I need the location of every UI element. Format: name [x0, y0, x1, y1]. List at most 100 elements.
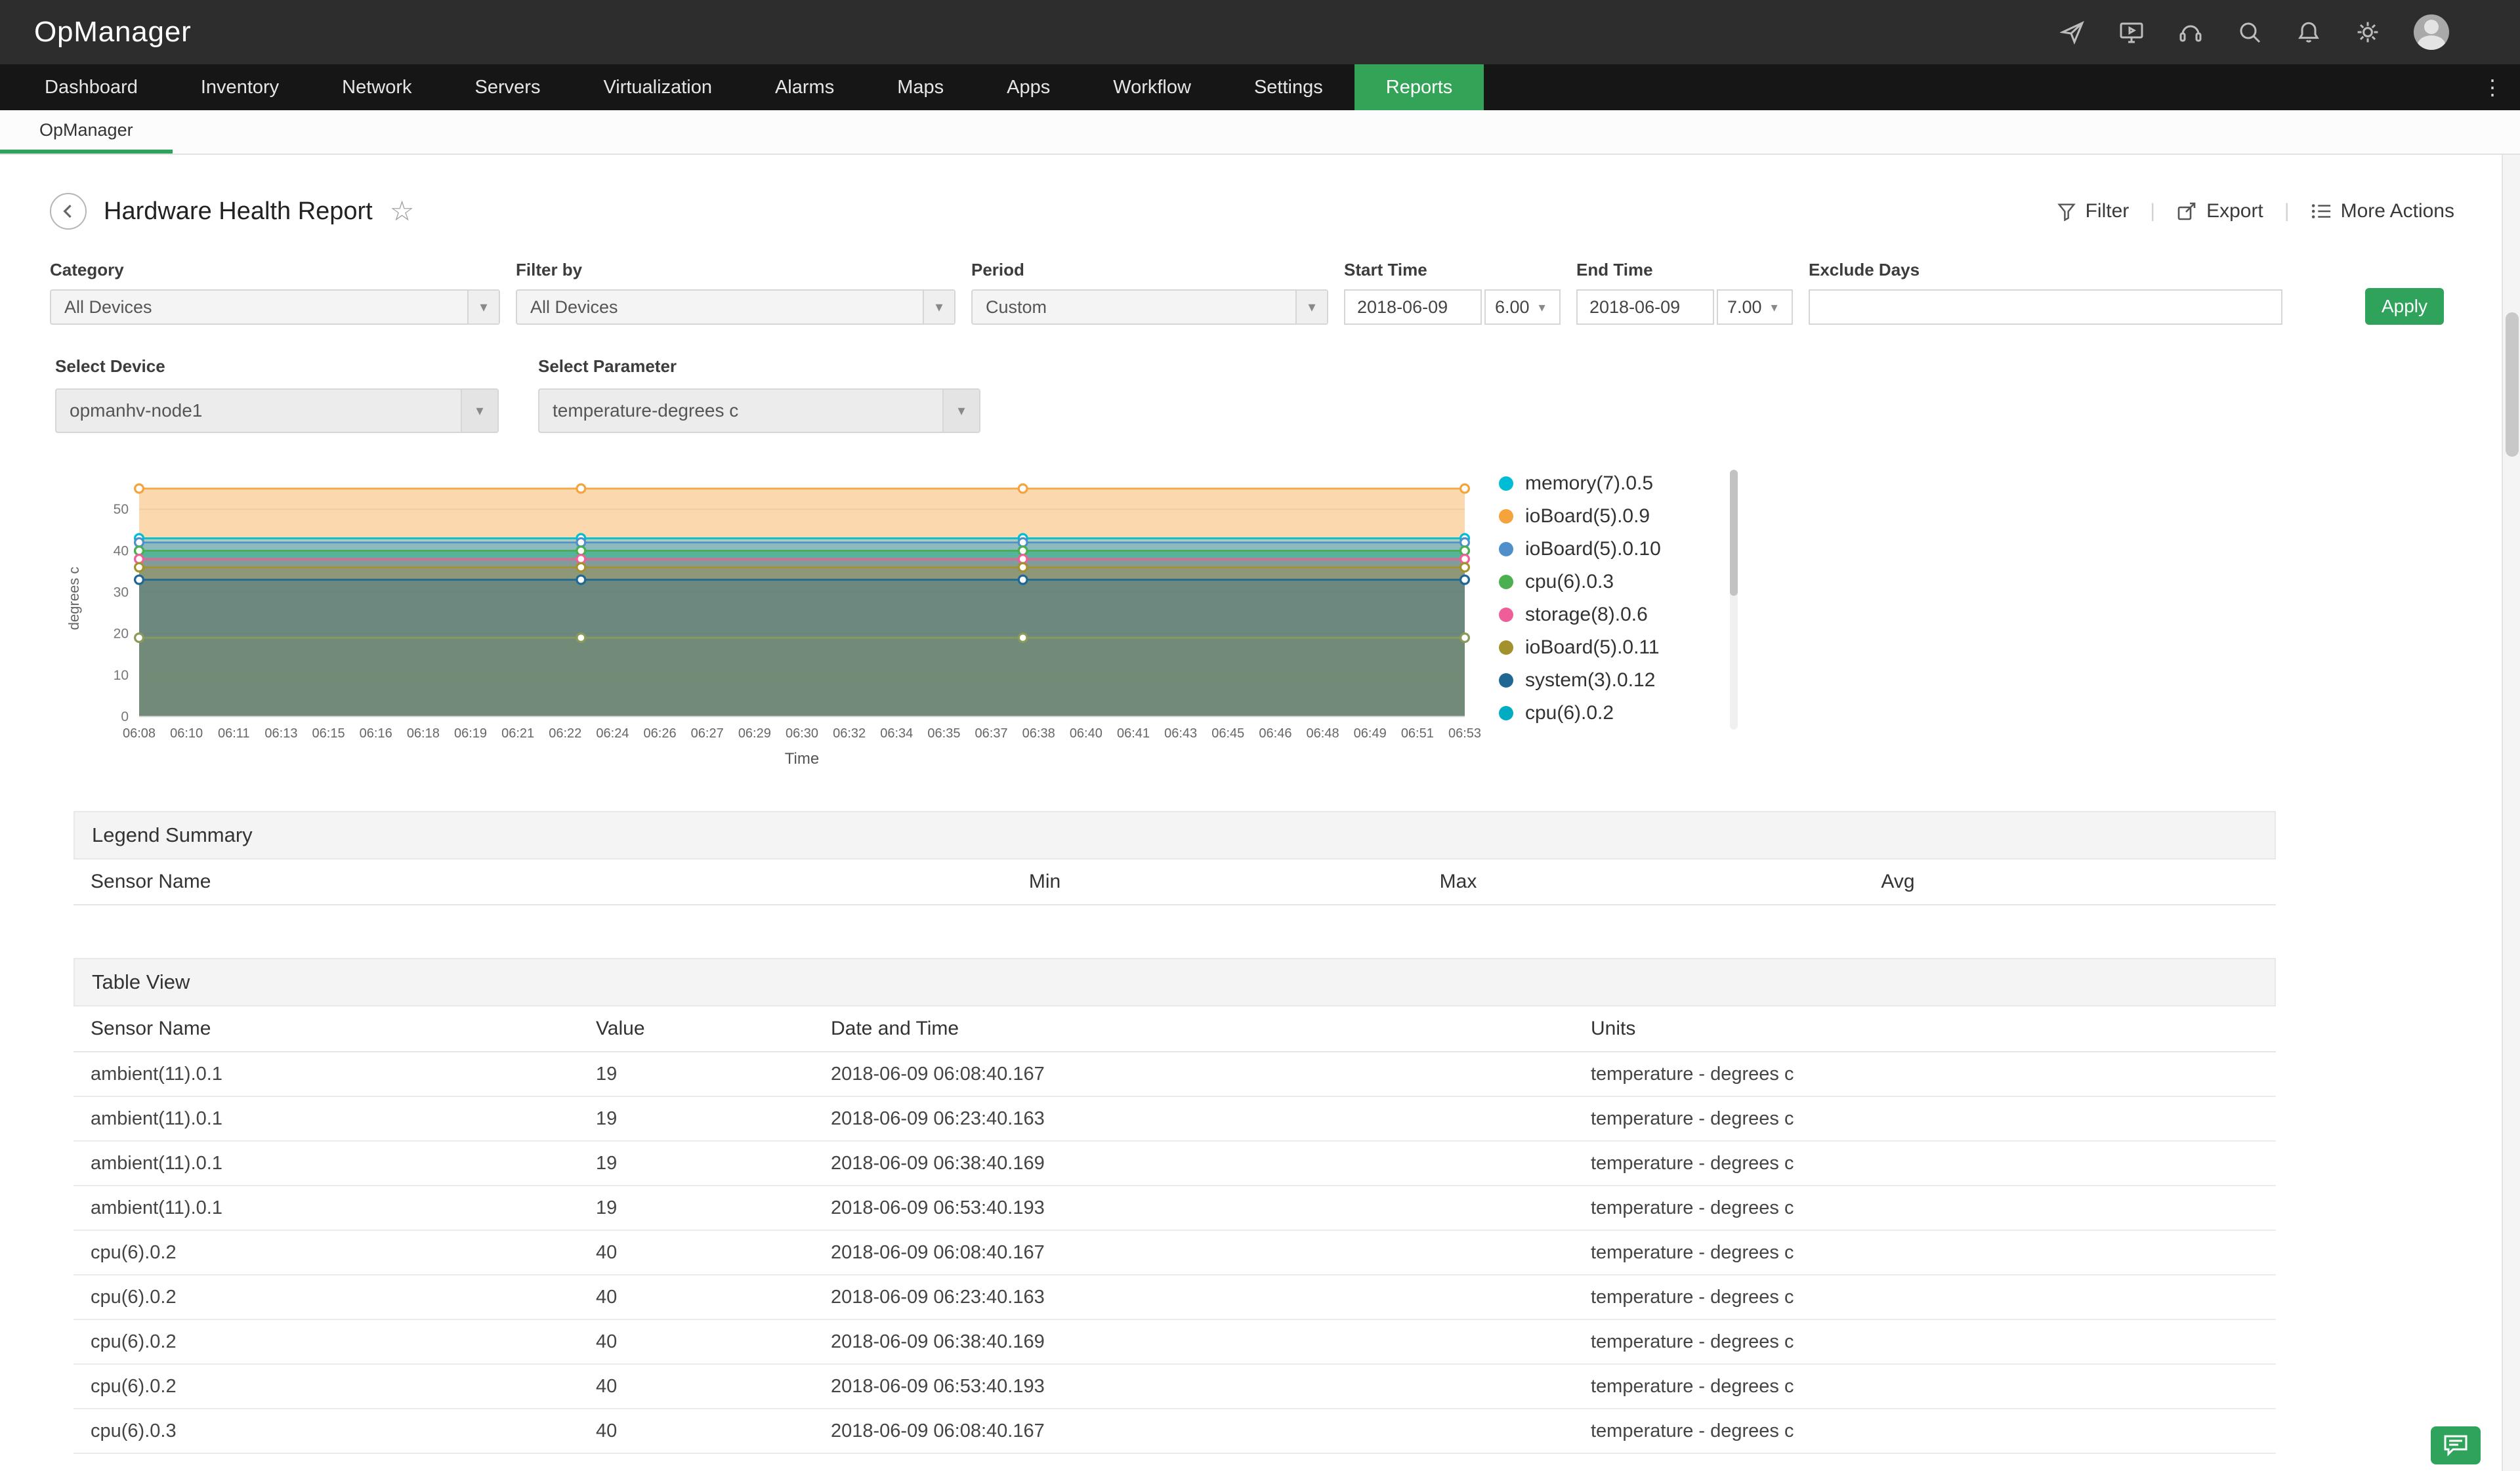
nav-item-settings[interactable]: Settings [1253, 76, 1323, 98]
nav-item-apps[interactable]: Apps [1007, 76, 1051, 98]
filter-button[interactable]: Filter [2057, 200, 2129, 222]
period-select[interactable]: Custom ▾ [971, 289, 1328, 325]
action-separator: | [2150, 200, 2156, 222]
nav-item-maps[interactable]: Maps [897, 76, 944, 98]
training-screen-icon[interactable] [2118, 19, 2145, 45]
legend-label: cpu(6).0.2 [1525, 702, 1614, 724]
nav-item-reports[interactable]: Reports [1354, 64, 1484, 110]
subtab-opmanager[interactable]: OpManager [0, 110, 173, 154]
avatar-head-shape [2424, 20, 2439, 34]
nav-item-alarms[interactable]: Alarms [774, 76, 835, 98]
table-view-row-cell: 19 [596, 1063, 618, 1085]
start-date-input[interactable]: 2018-06-09 [1344, 289, 1482, 325]
legend-label: ioBoard(5).0.10 [1525, 538, 1661, 560]
legend-scroll-thumb[interactable] [1730, 470, 1738, 596]
page-title: Hardware Health Report [104, 197, 373, 225]
parameter-select[interactable]: temperature-degrees c ▾ [538, 388, 980, 433]
chevron-down-icon: ▾ [1295, 291, 1327, 323]
device-row: Select Device opmanhv-node1 ▾ Select Par… [50, 356, 2470, 433]
filter-by-value: All Devices [530, 297, 618, 317]
favorite-star-icon[interactable]: ☆ [389, 196, 415, 226]
category-label: Category [50, 260, 124, 280]
select-device-group: Select Device opmanhv-node1 ▾ [55, 356, 499, 433]
svg-text:10: 10 [114, 668, 129, 683]
more-actions-icon [2311, 204, 2330, 218]
send-feedback-icon[interactable] [2059, 19, 2086, 45]
svg-text:06:38: 06:38 [1022, 726, 1055, 741]
exclude-days-input[interactable] [1809, 289, 2282, 325]
legend-summary-panel: Legend Summary Sensor Name Min Max Avg [74, 811, 2276, 905]
legend-label: system(3).0.12 [1525, 669, 1656, 691]
end-hour-select[interactable]: 7.00 ▾ [1717, 289, 1793, 325]
svg-text:06:30: 06:30 [786, 726, 818, 741]
title-actions: Filter | Export | More Actions [2057, 200, 2470, 222]
nav-item-network[interactable]: Network [342, 76, 412, 98]
table-view-row-cell: 2018-06-09 06:53:40.193 [831, 1197, 1045, 1218]
legend-label: memory(7).0.5 [1525, 472, 1654, 494]
table-view-row-cell: 19 [596, 1152, 618, 1174]
settings-gear-icon[interactable] [2355, 19, 2381, 45]
vertical-scrollbar[interactable] [2502, 155, 2520, 1471]
back-button[interactable] [50, 193, 87, 230]
vertical-scrollbar-thumb[interactable] [2506, 312, 2519, 457]
legend-scrollbar[interactable] [1730, 470, 1738, 730]
legend-dot [1499, 509, 1513, 524]
table-view-row: ambient(11).0.1 19 2018-06-09 06:23:40.163… [74, 1097, 2276, 1142]
device-select[interactable]: opmanhv-node1 ▾ [55, 388, 499, 433]
legend-item[interactable]: storage(8).0.6 [1499, 598, 1715, 631]
legend-item[interactable]: system(3).0.12 [1499, 664, 1715, 697]
legend-summary-header-row-cell: Max [1439, 871, 1477, 892]
live-chat-button[interactable] [2431, 1426, 2481, 1464]
svg-text:06:51: 06:51 [1401, 726, 1434, 741]
nav-item-virtualization[interactable]: Virtualization [603, 76, 712, 98]
table-view-header-row: Sensor Name Value Date and Time Units [74, 1006, 2276, 1052]
notifications-bell-icon[interactable] [2296, 19, 2322, 45]
table-view-row: ambient(11).0.1 19 2018-06-09 06:08:40.167… [74, 1052, 2276, 1097]
apply-button[interactable]: Apply [2365, 288, 2444, 325]
filter-by-group: Filter by All Devices ▾ [516, 260, 956, 325]
legend-item[interactable]: ioBoard(5).0.9 [1499, 500, 1715, 533]
table-view-row-cell: ambient(11).0.1 [91, 1152, 222, 1174]
table-view-row-cell: 2018-06-09 06:23:40.163 [831, 1286, 1045, 1308]
period-group: Period Custom ▾ [971, 260, 1328, 325]
table-view-title: Table View [74, 958, 2276, 1006]
legend-item[interactable]: memory(7).0.5 [1499, 467, 1715, 500]
svg-text:0: 0 [121, 709, 129, 724]
start-hour-select[interactable]: 6.00 ▾ [1484, 289, 1561, 325]
search-icon[interactable] [2236, 19, 2263, 45]
period-value: Custom [986, 297, 1047, 317]
nav-item-workflow[interactable]: Workflow [1113, 76, 1191, 98]
svg-text:06:32: 06:32 [833, 726, 866, 741]
table-view-row-cell: 2018-06-09 06:38:40.169 [831, 1331, 1045, 1352]
legend-item[interactable]: cpu(6).0.3 [1499, 566, 1715, 598]
nav-item-inventory[interactable]: Inventory [200, 76, 280, 98]
report-content: Hardware Health Report ☆ Filter | Export… [0, 189, 2520, 1454]
legend-summary-header-row-cell: Avg [1881, 871, 1915, 892]
support-headset-icon[interactable] [2177, 19, 2204, 45]
export-button[interactable]: Export [2176, 200, 2263, 222]
svg-text:06:27: 06:27 [691, 726, 724, 741]
legend-dot [1499, 640, 1513, 655]
funnel-icon [2057, 203, 2076, 221]
nav-item-servers[interactable]: Servers [474, 76, 541, 98]
table-view-row-cell: temperature - degrees c [1591, 1063, 1794, 1085]
end-date-input[interactable]: 2018-06-09 [1576, 289, 1714, 325]
start-time-group: Start Time 2018-06-09 6.00 ▾ [1344, 260, 1561, 325]
legend-item[interactable]: ioBoard(5).0.10 [1499, 533, 1715, 566]
svg-text:06:46: 06:46 [1259, 726, 1292, 741]
nav-overflow-kebab-icon[interactable]: ⋮ [2482, 75, 2503, 99]
more-actions-button[interactable]: More Actions [2311, 200, 2454, 222]
end-hour-value: 7.00 [1727, 297, 1762, 317]
table-view-row-cell: 40 [596, 1241, 618, 1263]
legend-item[interactable]: cpu(6).0.2 [1499, 697, 1715, 730]
category-select[interactable]: All Devices ▾ [50, 289, 500, 325]
legend-item[interactable]: ioBoard(5).0.11 [1499, 631, 1715, 664]
nav-item-dashboard[interactable]: Dashboard [45, 76, 138, 98]
svg-text:06:49: 06:49 [1354, 726, 1387, 741]
user-avatar[interactable] [2414, 14, 2449, 50]
filter-by-select[interactable]: All Devices ▾ [516, 289, 956, 325]
table-view-row: cpu(6).0.2 40 2018-06-09 06:08:40.167 tempe… [74, 1231, 2276, 1275]
svg-text:06:22: 06:22 [549, 726, 581, 741]
table-view-row-cell: 2018-06-09 06:23:40.163 [831, 1108, 1045, 1129]
legend-dot [1499, 706, 1513, 720]
